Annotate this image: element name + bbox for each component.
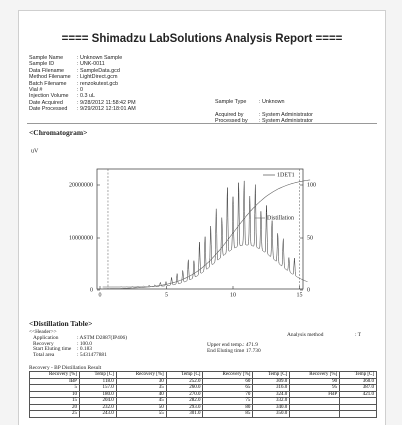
table-cell: 85 bbox=[202, 410, 254, 418]
field-label: Date Processed bbox=[29, 106, 68, 113]
field-value: : LightDirect.gcm bbox=[77, 74, 118, 81]
field-value: : 0.3 uL bbox=[77, 93, 95, 100]
field-label: Sample ID bbox=[29, 61, 55, 68]
distillation-curve bbox=[102, 179, 311, 290]
field-value: : System Administrator bbox=[259, 112, 313, 118]
y-tick-label: 0 bbox=[90, 287, 93, 293]
field-value: : renzokutest.gcb bbox=[77, 80, 119, 87]
y2-tick-label: 0 bbox=[307, 287, 310, 293]
legend-label: Distillation bbox=[267, 215, 294, 221]
table-cell: 301.0 bbox=[165, 410, 204, 418]
header-label: <<Header>> bbox=[29, 329, 57, 335]
field-label: Total area bbox=[33, 351, 55, 358]
field-value: : 0 bbox=[77, 87, 83, 93]
field-value: : ASTM D2887(IP406) bbox=[77, 335, 128, 341]
field-value: : T bbox=[355, 332, 362, 338]
x-tick-label: 0 bbox=[99, 292, 102, 298]
table-cell bbox=[339, 410, 377, 418]
signal-trace bbox=[102, 180, 308, 288]
field-value: : 0.183 bbox=[77, 346, 92, 353]
field-label: Sample Name bbox=[29, 55, 64, 61]
table-cell: 350.0 bbox=[252, 410, 291, 418]
y2-tick-label: 50 bbox=[307, 235, 313, 241]
table-caption: Recovery - BP Distillation Result bbox=[29, 365, 102, 371]
field-value: : System Administrator bbox=[259, 118, 313, 124]
field-value: : 17.730 bbox=[243, 348, 261, 354]
legend-label: 1DET1 bbox=[277, 172, 295, 178]
field-label: Method Filename bbox=[29, 74, 71, 81]
y-unit: uV bbox=[31, 148, 39, 154]
field-label: Analysis method bbox=[287, 332, 324, 338]
field-label: Acquired by bbox=[215, 112, 244, 118]
field-value: : SampleData.gcd bbox=[77, 67, 120, 74]
y2-tick-label: 100 bbox=[307, 182, 316, 188]
field-value: : 100.0 bbox=[77, 340, 92, 347]
y-tick-label: 20000000 bbox=[69, 182, 93, 188]
field-label: Start Eluting time bbox=[33, 346, 72, 353]
table-cell: 55 bbox=[115, 410, 167, 418]
table-cell: 243.0 bbox=[78, 410, 117, 418]
field-label: Sample Type bbox=[215, 99, 247, 105]
section-title: <Distillation Table> bbox=[29, 319, 93, 328]
distillation-table: Recovery [%] Temp [C] Recovery [%] Temp [C]… bbox=[29, 371, 377, 418]
field-label: Recovery bbox=[33, 340, 54, 347]
x-tick-label: 10 bbox=[230, 292, 236, 298]
field-value: : 5431477881 bbox=[77, 351, 107, 358]
field-label: Application bbox=[33, 335, 59, 341]
field-label: Date Acquired bbox=[29, 99, 63, 106]
x-tick-label: 15 bbox=[297, 292, 303, 298]
report-title: ==== Shimadzu LabSolutions Analysis Repo… bbox=[61, 33, 343, 45]
table-row: 25 243.0 55 301.0 85 350.0 bbox=[29, 410, 377, 418]
field-label: Processed by bbox=[215, 118, 248, 124]
table-row: IBP 118.0 30 252.0 60 309.0 90 360.0 bbox=[29, 377, 377, 385]
field-label: Batch Filename bbox=[29, 80, 67, 87]
field-label: End Eluting time bbox=[207, 348, 244, 354]
chromatogram: uV20000000100000000100500051015min1DET1D… bbox=[31, 148, 316, 298]
plot-frame bbox=[96, 168, 304, 290]
field-value: : UNK-0011 bbox=[77, 61, 105, 68]
report: ==== Shimadzu LabSolutions Analysis Repo… bbox=[18, 10, 386, 425]
field-label: Upper end temp. bbox=[207, 342, 244, 348]
field-label: Vial # bbox=[29, 87, 43, 93]
separator bbox=[27, 123, 377, 124]
x-tick-label: 5 bbox=[165, 292, 168, 298]
field-value: : Unknown Sample bbox=[77, 55, 123, 61]
field-label: Data Filename bbox=[29, 67, 65, 74]
table-cell: 25 bbox=[29, 410, 80, 418]
table-cell bbox=[289, 410, 341, 418]
field-value: : 9/29/2012 12:18:01 AM bbox=[77, 106, 136, 113]
field-value: : 471.9 bbox=[243, 342, 258, 348]
field-value: : 9/28/2012 11:58:42 PM bbox=[77, 99, 136, 106]
y-tick-label: 10000000 bbox=[69, 235, 93, 241]
field-value: : Unknown bbox=[259, 99, 285, 105]
field-label: Injection Volume bbox=[29, 93, 69, 100]
section-title: <Chromatogram> bbox=[29, 128, 88, 137]
